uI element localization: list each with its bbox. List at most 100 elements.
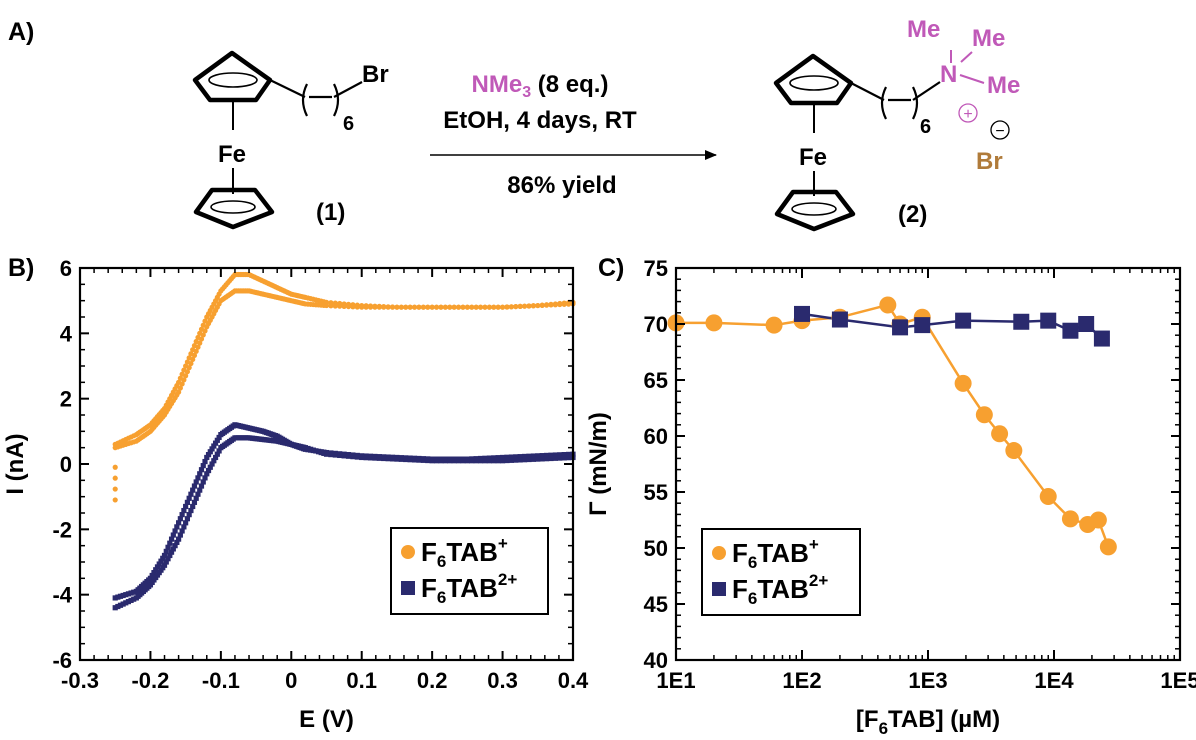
y-axis-label: I (nA) [2, 433, 29, 494]
x-tick-label: -0.3 [61, 668, 99, 693]
data-point-square [170, 532, 176, 538]
data-point-square [526, 456, 532, 463]
data-point-square [508, 457, 514, 463]
data-point-square [115, 594, 121, 600]
data-point-circle [543, 302, 550, 308]
data-point-square [363, 455, 369, 461]
data-point-square [438, 458, 444, 464]
legend-marker-square [712, 582, 726, 596]
data-point-square [176, 520, 182, 526]
data-point-square [156, 561, 162, 567]
data-point-circle [504, 304, 510, 310]
data-point-circle [425, 304, 431, 310]
data-point-square [172, 543, 178, 549]
y-tick-label: 50 [644, 536, 668, 561]
data-point-circle [517, 303, 523, 309]
data-point-square [214, 437, 220, 443]
x-tick-label: 0.4 [558, 668, 589, 693]
data-point-circle [112, 445, 118, 451]
data-point-square [337, 452, 343, 459]
y-tick-label: 75 [644, 256, 668, 281]
data-point-square [205, 452, 212, 458]
data-point-circle [521, 303, 528, 309]
data-points [112, 271, 576, 611]
data-point-square [181, 507, 187, 514]
data-point-square [131, 596, 137, 602]
data-point-square [543, 456, 550, 462]
data-point-square [214, 451, 220, 457]
data-point-square [321, 450, 327, 456]
data-point-square [1040, 312, 1057, 329]
iron-atom: Fe [799, 144, 827, 171]
legend-text-main: F [421, 573, 437, 603]
data-point-square [128, 590, 134, 596]
data-point-square [200, 479, 206, 485]
data-point-square [539, 453, 545, 459]
data-point-square [517, 457, 523, 463]
data-point-circle [429, 304, 435, 310]
data-point-square [158, 558, 164, 564]
data-point-circle [499, 304, 506, 310]
data-point-square [517, 454, 523, 460]
legend-text-sup: + [809, 535, 819, 554]
data-point-square [508, 454, 514, 460]
data-series [667, 296, 1117, 556]
anion-charge-icon: − [990, 120, 1010, 140]
panel-b-label: B) [8, 254, 34, 282]
data-point-circle [332, 303, 338, 309]
data-point-square [794, 305, 810, 322]
legend-text-sub: 6 [437, 552, 446, 571]
data-point-square [482, 458, 488, 464]
data-point-square [447, 458, 453, 464]
data-point-circle [548, 301, 554, 307]
data-point-square [184, 499, 191, 505]
chain-bracket-left [301, 83, 308, 117]
chain-repeat-count: 6 [920, 116, 931, 138]
iron-atom: Fe [218, 141, 246, 168]
data-point-square [195, 491, 201, 497]
x-axis-label-main: [F [856, 706, 879, 733]
data-point-circle [354, 304, 360, 310]
data-point-circle [350, 304, 356, 310]
data-point-square [305, 445, 311, 452]
data-point-square [394, 456, 400, 462]
data-point-square [176, 536, 182, 542]
data-point-square [151, 570, 157, 576]
data-point-square [205, 467, 212, 474]
data-point-square [186, 512, 192, 518]
data-point-square [513, 457, 519, 463]
data-point-circle [991, 425, 1009, 443]
y-tick-label: 6 [60, 256, 72, 281]
data-point-square [1013, 313, 1030, 330]
cp-ring-bottom [193, 187, 275, 230]
n-me-bond-3 [959, 74, 985, 84]
data-point-circle [513, 303, 519, 310]
data-point-square [332, 452, 338, 458]
data-point-square [188, 491, 194, 497]
data-point-square [191, 483, 198, 489]
data-point-circle [1089, 511, 1107, 529]
data-point-square [197, 487, 203, 493]
reactant-molecule: 6 Br Fe (1) [192, 50, 389, 230]
data-point-square [350, 454, 356, 460]
data-point-square [535, 453, 541, 459]
data-point-circle [337, 303, 343, 309]
data-point-circle [1061, 510, 1079, 528]
data-point-square [204, 454, 210, 461]
y-tick-label: 60 [644, 424, 668, 449]
data-point-square [209, 461, 215, 467]
data-point-square [188, 507, 194, 514]
y-tick-label: -2 [52, 517, 72, 542]
data-point-square [831, 311, 848, 328]
y-tick-label: 70 [644, 312, 668, 337]
chain-repeat-count: 6 [343, 113, 354, 135]
legend-text-sup: 2+ [809, 571, 828, 590]
product-label: (2) [898, 201, 927, 228]
data-point-square [174, 539, 180, 545]
legend-entry: F6TAB2+ [732, 571, 828, 608]
data-point-square [186, 495, 192, 501]
data-point-circle [204, 324, 210, 330]
data-point-square [420, 457, 426, 463]
data-point-square [1062, 322, 1079, 339]
data-point-square [565, 451, 572, 458]
